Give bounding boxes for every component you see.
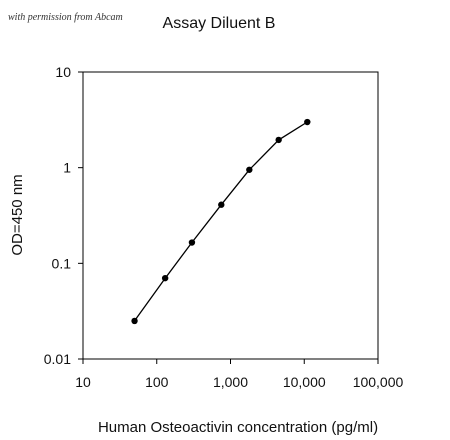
watermark-text: with permission from Abcam: [8, 12, 123, 23]
data-point: [188, 239, 196, 246]
data-point: [304, 118, 311, 126]
y-axis: 0.01 0.1 1 10: [44, 64, 83, 367]
x-axis: 10 100 1,000 10,000 100,000: [75, 359, 404, 390]
x-axis-label: Human Osteoactivin concentration (pg/ml): [98, 419, 378, 436]
data-point: [246, 166, 253, 173]
plot-area: [82, 71, 379, 360]
x-tick-label: 100,000: [353, 374, 404, 390]
series-line: [133, 121, 308, 322]
data-point: [275, 136, 282, 144]
y-axis-label: OD=450 nm: [9, 174, 26, 255]
x-tick-label: 10: [75, 374, 91, 390]
x-tick-label: 1,000: [213, 374, 248, 390]
chart-title: Assay Diluent B: [163, 15, 276, 32]
x-tick-label: 10,000: [283, 374, 326, 390]
y-tick-label: 0.01: [44, 351, 71, 367]
x-tick-label: 100: [145, 374, 169, 390]
y-tick-label: 1: [63, 160, 71, 176]
data-point: [131, 317, 138, 325]
y-tick-label: 10: [55, 64, 71, 80]
data-point: [218, 201, 225, 208]
series-layer: [131, 118, 311, 325]
plot-frame: [82, 71, 379, 360]
data-point: [161, 274, 169, 282]
y-tick-label: 0.1: [52, 255, 72, 271]
